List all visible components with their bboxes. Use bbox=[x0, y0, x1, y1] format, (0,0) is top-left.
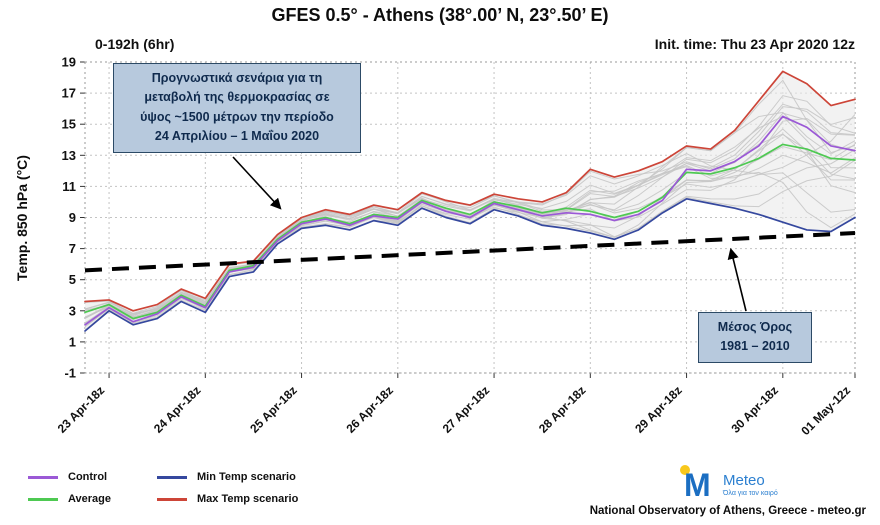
page-title: GFES 0.5° - Athens (38°.00’ N, 23°.50’ E… bbox=[271, 5, 609, 25]
logo-m-icon: M bbox=[684, 467, 711, 503]
svg-text:26 Apr-18z: 26 Apr-18z bbox=[343, 383, 396, 436]
svg-text:19: 19 bbox=[62, 55, 76, 70]
logo-sun-dot-icon bbox=[680, 465, 690, 475]
svg-text:5: 5 bbox=[69, 272, 76, 287]
scenario-annotation: Προγνωστικά σενάρια για τη μεταβολή της … bbox=[113, 63, 361, 153]
init-time-label: Init. time: Thu 23 Apr 2020 12z bbox=[654, 36, 855, 52]
svg-text:7: 7 bbox=[69, 241, 76, 256]
mean-annotation: Μέσος Όρος 1981 – 2010 bbox=[698, 312, 812, 363]
svg-text:23 Apr-18z: 23 Apr-18z bbox=[55, 383, 108, 436]
legend-item: Min Temp scenario bbox=[157, 471, 298, 483]
brand-tagline: Όλα για τον καιρό bbox=[723, 490, 778, 497]
svg-text:17: 17 bbox=[62, 86, 76, 101]
svg-text:28 Apr-18z: 28 Apr-18z bbox=[536, 383, 589, 436]
meteo-logo-icon: M bbox=[680, 464, 718, 504]
svg-text:27 Apr-18z: 27 Apr-18z bbox=[440, 383, 493, 436]
mean-annotation-line: Μέσος Όρος bbox=[717, 320, 793, 334]
legend-label: Min Temp scenario bbox=[197, 471, 296, 483]
credit-text: National Observatory of Athens, Greece -… bbox=[589, 505, 866, 517]
legend-label: Control bbox=[68, 471, 108, 483]
legend-item: Max Temp scenario bbox=[157, 493, 298, 505]
legend-line-swatch-icon bbox=[28, 497, 58, 501]
legend: Control Average Min Temp scenario Max Temp … bbox=[28, 471, 298, 505]
svg-text:-1: -1 bbox=[64, 366, 76, 381]
scenario-annotation-line: Προγνωστικά σενάρια για τη bbox=[151, 71, 323, 85]
svg-text:25 Apr-18z: 25 Apr-18z bbox=[247, 383, 300, 436]
forecast-range-label: 0-192h (6hr) bbox=[95, 36, 175, 52]
legend-line-swatch-icon bbox=[157, 475, 188, 479]
svg-text:01 May-12z: 01 May-12z bbox=[798, 383, 853, 438]
mean-annotation-line: 1981 – 2010 bbox=[720, 339, 790, 354]
legend-item: Average bbox=[28, 493, 111, 505]
scenario-annotation-line: 24 Απριλίου – 1 Μαΐου 2020 bbox=[154, 129, 320, 144]
legend-line-swatch-icon bbox=[157, 497, 188, 501]
svg-text:9: 9 bbox=[69, 210, 76, 225]
svg-text:15: 15 bbox=[62, 117, 76, 132]
svg-text:24 Apr-18z: 24 Apr-18z bbox=[151, 383, 204, 436]
svg-text:30 Apr-18z: 30 Apr-18z bbox=[728, 383, 781, 436]
legend-label: Max Temp scenario bbox=[197, 493, 299, 505]
brand-name: Meteo bbox=[723, 472, 765, 489]
svg-text:29 Apr-18z: 29 Apr-18z bbox=[632, 383, 685, 436]
legend-line-swatch-icon bbox=[28, 475, 58, 479]
svg-text:13: 13 bbox=[62, 148, 76, 163]
svg-text:11: 11 bbox=[62, 179, 76, 194]
svg-text:3: 3 bbox=[69, 303, 76, 318]
legend-label: Average bbox=[68, 493, 112, 505]
scenario-annotation-line: μεταβολή της θερμοκρασίας σε bbox=[144, 90, 330, 105]
legend-item: Control bbox=[28, 471, 111, 483]
svg-text:1: 1 bbox=[69, 334, 76, 349]
meteo-logo: M Meteo Όλα για τον καιρό bbox=[680, 464, 778, 504]
scenario-annotation-line: ύψος ~1500 μέτρων την περίοδο bbox=[140, 109, 334, 124]
